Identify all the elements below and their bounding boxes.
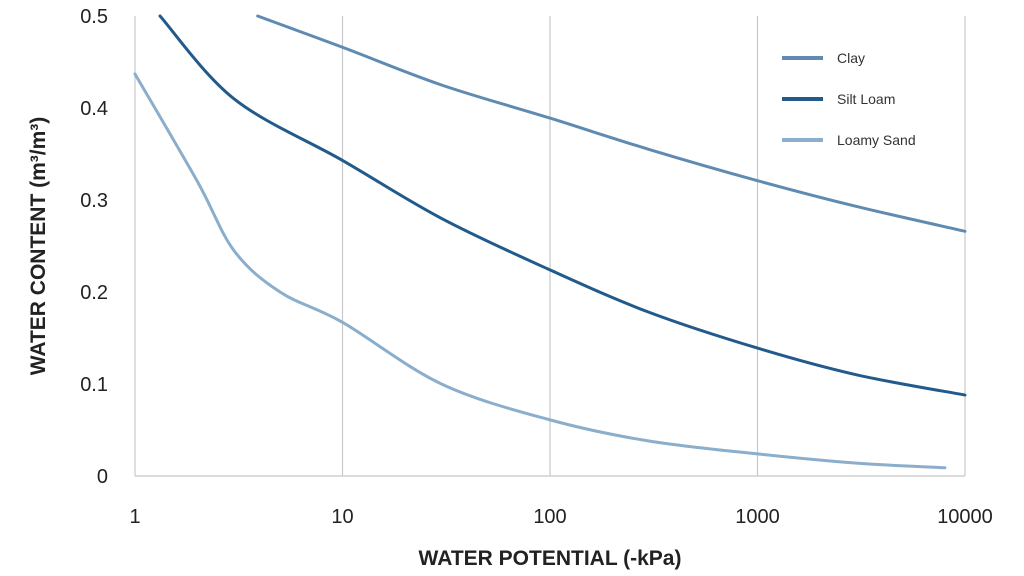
x-tick-label: 100: [533, 506, 566, 528]
y-tick-label: 0.1: [80, 374, 108, 396]
x-tick-label: 1000: [735, 506, 780, 528]
x-axis-ticks: 1 10 100 1000 10000: [129, 506, 992, 528]
legend-label: Silt Loam: [837, 91, 895, 107]
y-tick-label: 0.2: [80, 282, 108, 304]
y-tick-label: 0.3: [80, 190, 108, 212]
series-line-clay: [256, 14, 967, 233]
series-line-loamy-sand: [133, 72, 947, 470]
x-tick-label: 1: [129, 506, 140, 528]
x-tick-label: 10: [331, 506, 353, 528]
y-tick-label: 0.5: [80, 6, 108, 28]
y-axis-label: WATER CONTENT (m³/m³): [27, 117, 50, 376]
y-tick-label: 0: [97, 466, 108, 488]
y-axis-ticks: 0 0.1 0.2 0.3 0.4 0.5: [80, 6, 108, 488]
grid: [134, 16, 966, 477]
x-axis-label: WATER POTENTIAL (-kPa): [419, 547, 682, 570]
series-line-silt-loam: [158, 14, 967, 397]
x-tick-label: 10000: [937, 506, 993, 528]
y-tick-label: 0.4: [80, 98, 108, 120]
legend-label: Clay: [837, 50, 865, 66]
legend-label: Loamy Sand: [837, 132, 916, 148]
series-lines: [133, 14, 967, 470]
legend: Clay Silt Loam Loamy Sand: [782, 50, 916, 148]
